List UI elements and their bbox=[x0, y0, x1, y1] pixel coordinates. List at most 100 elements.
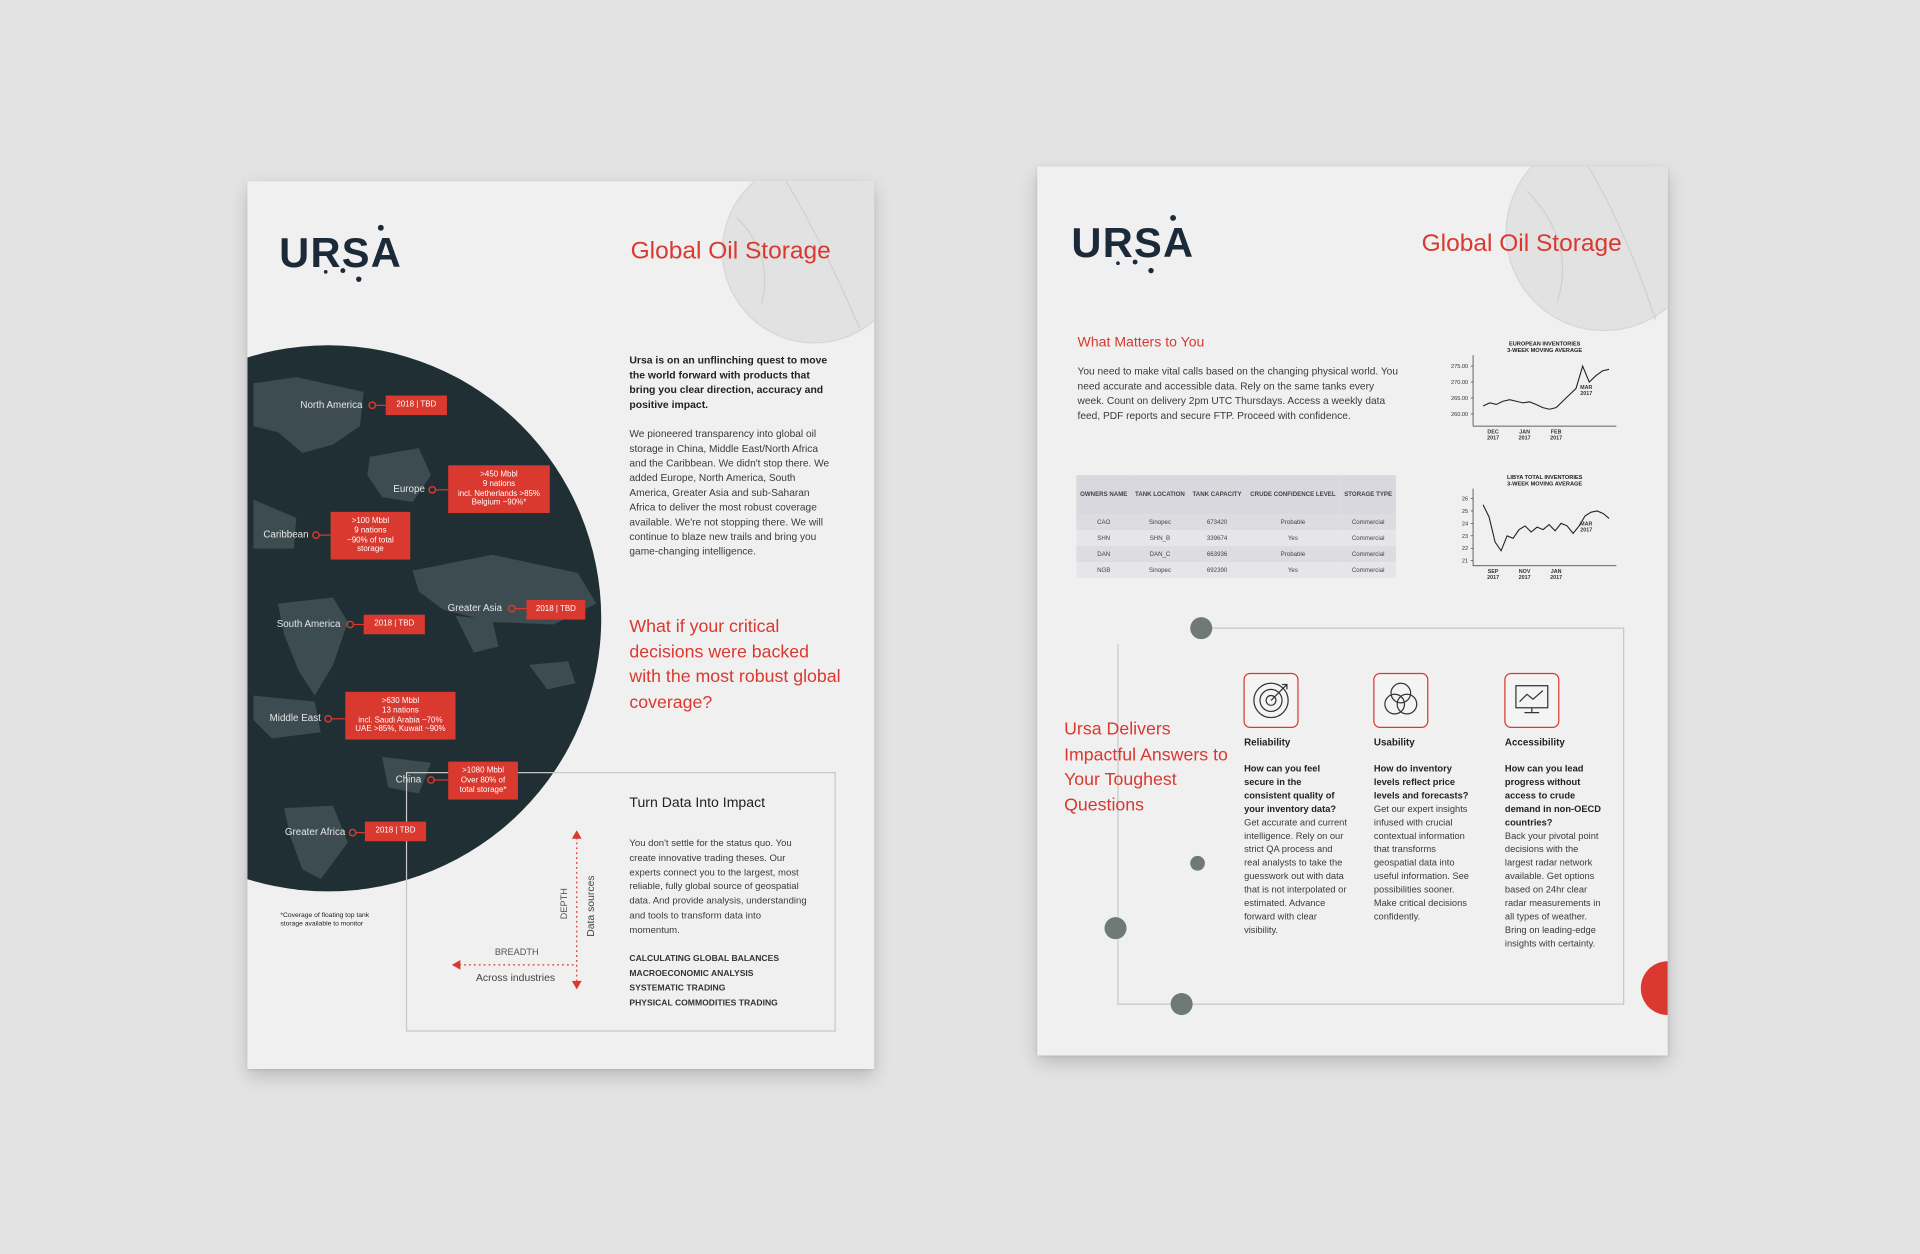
region-detail: 2018 | TBD bbox=[535, 604, 576, 614]
x-tick-label: 2017 bbox=[1519, 436, 1531, 442]
x-tick-label: NOV bbox=[1519, 569, 1531, 575]
region-detail: 2018 | TBD bbox=[375, 826, 416, 836]
header-row: OWNERS NAME TANK LOCATION TANK CAPACITY CRU… bbox=[1076, 475, 1396, 515]
region-detail: incl. Netherlands >85% bbox=[457, 489, 541, 498]
table-cell: Yes bbox=[1245, 530, 1341, 547]
region-box: 2018 | TBD bbox=[364, 821, 427, 841]
feature-answer: Get our expert insights infused with cru… bbox=[1373, 803, 1469, 923]
table-cell: CAO bbox=[1076, 514, 1132, 531]
region-box: >450 Mbbl 9 nations incl. Netherlands >85%… bbox=[448, 465, 550, 514]
region-detail: storage bbox=[357, 545, 384, 554]
body-text: We pioneered transparency into global oi… bbox=[629, 427, 830, 558]
table-header: CRUDE CONFIDENCE LEVEL bbox=[1245, 475, 1341, 515]
x-tick-label: 2017 bbox=[1487, 575, 1499, 581]
table-cell: Commercial bbox=[1340, 530, 1396, 547]
icon-accessibility bbox=[1504, 672, 1560, 728]
region-marker bbox=[324, 714, 333, 723]
table-cell: SHN bbox=[1076, 530, 1132, 547]
footnote: *Coverage of floating top tank storage a… bbox=[280, 912, 370, 929]
globe-lines bbox=[736, 181, 861, 329]
x-tick-label: 2017 bbox=[1487, 436, 1499, 442]
question: What if your critical decisions were bac… bbox=[629, 617, 841, 713]
region-detail: >1080 Mbbl bbox=[462, 766, 504, 776]
right-page: EUROPEAN INVENTORIES 3-WEEK MOVING AVERAG… bbox=[1037, 166, 1668, 1056]
region-marker bbox=[368, 401, 377, 410]
logo-dot bbox=[356, 276, 362, 282]
logo-dot bbox=[323, 270, 328, 274]
deco-circle bbox=[1190, 617, 1213, 640]
region-label: Europe bbox=[393, 483, 425, 495]
continents bbox=[253, 377, 597, 880]
y-tick-label: 25 bbox=[1462, 509, 1468, 515]
chart-annotation: MAR bbox=[1580, 521, 1592, 527]
y-tick-label: 24 bbox=[1462, 521, 1468, 527]
region-box: >1080 Mbbl Over 80% of total storage* bbox=[448, 761, 518, 801]
table-row: DAN DAN_C 663936 Probable Commercial bbox=[1076, 546, 1396, 563]
y-tick-label: 275.00 bbox=[1451, 364, 1468, 370]
y-tick-label: 260.00 bbox=[1451, 412, 1468, 418]
region-detail: total storage* bbox=[459, 785, 507, 795]
chart-annotation: 2017 bbox=[1580, 527, 1592, 533]
impact-heading: Turn Data Into Impact bbox=[629, 795, 766, 811]
region-marker bbox=[507, 604, 516, 613]
table-cell: Commercial bbox=[1340, 514, 1396, 531]
y-tick-label: 26 bbox=[1462, 496, 1468, 502]
x-tick-label: DEC bbox=[1487, 429, 1498, 435]
y-tick-label: 23 bbox=[1462, 534, 1468, 540]
chart-title: 3-WEEK MOVING AVERAGE bbox=[1507, 348, 1582, 354]
feature-title: Accessibility bbox=[1504, 737, 1565, 749]
region-detail: 2018 | TBD bbox=[374, 619, 415, 629]
region-marker bbox=[348, 828, 357, 837]
feature-title: Reliability bbox=[1244, 737, 1291, 749]
region-box: 2018 | TBD bbox=[385, 395, 447, 415]
table-cell: Commercial bbox=[1340, 562, 1396, 578]
left-page: DEPTH Data sources BREADTH Across industrie… bbox=[247, 181, 875, 1069]
region-label: Caribbean bbox=[263, 528, 309, 541]
x-tick-label: JAN bbox=[1519, 429, 1530, 435]
use-item: SYSTEMATIC TRADING bbox=[629, 984, 726, 994]
table-cell: Probable bbox=[1245, 546, 1341, 563]
region-label: Greater Africa bbox=[284, 826, 346, 838]
table-row: NGB Sinopec 692390 Yes Commercial bbox=[1076, 562, 1396, 578]
region-box: 2018 | TBD bbox=[363, 614, 425, 635]
table-header: TANK CAPACITY bbox=[1188, 475, 1246, 515]
y-tick-label: 21 bbox=[1462, 559, 1468, 565]
x-tick-label: FEB bbox=[1551, 429, 1562, 435]
region-detail: 9 nations bbox=[354, 526, 387, 535]
table-row: SHN SHN_B 339674 Yes Commercial bbox=[1076, 530, 1396, 547]
deco-circle bbox=[1190, 855, 1205, 871]
deco-circle bbox=[1104, 917, 1127, 940]
x-tick-label: 2017 bbox=[1550, 436, 1562, 442]
region-label: Middle East bbox=[269, 712, 321, 724]
region-label: South America bbox=[276, 618, 341, 630]
x-tick-label: JAN bbox=[1551, 569, 1562, 575]
deco-circle bbox=[1640, 961, 1668, 1016]
feature-column: How do inventory levels reflect price le… bbox=[1374, 762, 1477, 924]
region-marker bbox=[428, 485, 437, 494]
region-box: >100 Mbbl 9 nations ~90% of total storage bbox=[330, 511, 411, 560]
y-tick-label: 270.00 bbox=[1451, 380, 1468, 386]
feature-question: How can you feel secure in the consisten… bbox=[1244, 762, 1337, 815]
feature-question: How can you lead progress without access… bbox=[1504, 762, 1601, 828]
chart-annotation: 2017 bbox=[1580, 391, 1592, 397]
table-cell: Yes bbox=[1245, 562, 1341, 578]
impact-box bbox=[405, 772, 836, 1032]
logo-dot bbox=[340, 268, 346, 274]
logo-dot bbox=[1116, 261, 1120, 266]
region-marker bbox=[346, 620, 355, 629]
table-cell: Sinopec bbox=[1131, 514, 1189, 531]
depth-label: DEPTH bbox=[559, 888, 569, 919]
chart-annotation: MAR bbox=[1580, 385, 1592, 391]
answers-heading: Ursa Delivers Impactful Answers to Your … bbox=[1064, 720, 1228, 815]
table-cell: Probable bbox=[1245, 514, 1341, 531]
region-detail: Over 80% of bbox=[460, 776, 506, 785]
region-detail: incl. Saudi Arabia ~70% bbox=[358, 715, 443, 725]
feature-column: How can you feel secure in the consisten… bbox=[1244, 762, 1347, 937]
answers-frame bbox=[1117, 627, 1625, 1005]
logo-dot bbox=[1148, 267, 1154, 274]
chart-title: EUROPEAN INVENTORIES bbox=[1509, 341, 1581, 347]
icon-usability bbox=[1373, 672, 1429, 728]
region-detail: 2018 | TBD bbox=[396, 400, 437, 409]
y-tick-label: 22 bbox=[1462, 546, 1468, 552]
